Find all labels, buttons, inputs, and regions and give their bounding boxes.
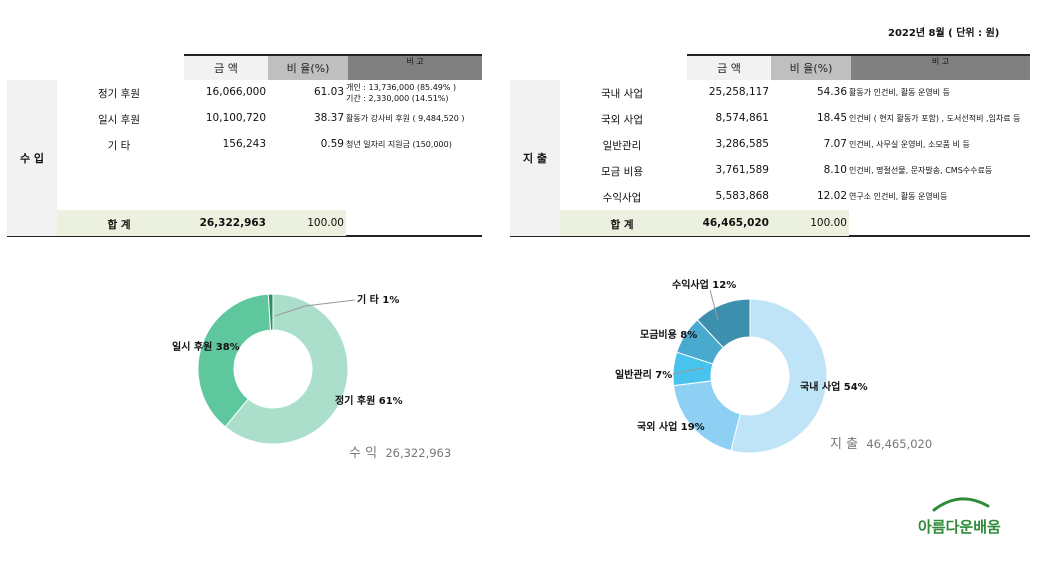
donut-label: 정기 후원 61% <box>335 394 403 407</box>
header-ratio: 비 율(%) <box>268 54 348 80</box>
donut-slice <box>197 293 272 428</box>
donut-slice <box>730 298 828 454</box>
expense-table: 금 액 비 율(%) 비 고 지 출 국내 사업 25,258,117 54.3… <box>510 54 1030 237</box>
expense-row-ratio: 54.36 <box>816 86 847 98</box>
income-row-note: 청년 일자리 지원금 (150,000) <box>346 140 452 149</box>
expense-row-ratio: 18.45 <box>816 112 847 124</box>
income-row-amount: 16,066,000 <box>205 86 266 98</box>
expense-row-label: 모금 비용 <box>601 166 643 178</box>
donut-slice <box>224 293 349 445</box>
header-note: 비 고 <box>851 54 1030 80</box>
donut-label: 모금비용 8% <box>640 328 697 341</box>
income-row-note: 개인 : 13,736,000 (85.49% ) <box>346 83 457 92</box>
expense-row-note: 인건비, 사무실 운영비, 소모품 비 등 <box>849 140 970 149</box>
expense-row-note: 인건비 ( 현지 활동가 포함) , 도서선적비 ,임차료 등 <box>849 114 1021 123</box>
income-row-note: 기간 : 2,330,000 (14.51%) <box>346 94 449 103</box>
expense-donut-chart: 국내 사업 54% 국외 사업 19% 일반관리 7% 모금비용 8% 수익사업 12% <box>615 278 868 454</box>
donut-slice <box>696 298 751 349</box>
expense-chart-summary: 지 출 46,465,020 <box>830 433 932 452</box>
income-summary-label: 수 익 <box>349 446 378 461</box>
income-total-ratio: 100.00 <box>307 217 344 229</box>
expense-row-amount: 8,574,861 <box>715 112 769 124</box>
income-row-label: 일시 후원 <box>98 114 140 126</box>
donut-label: 기 타 1% <box>357 293 399 306</box>
expense-row-ratio: 8.10 <box>823 164 847 176</box>
income-side-label: 수 입 <box>7 80 57 236</box>
expense-row-label: 국내 사업 <box>601 88 643 100</box>
expense-total-amount: 46,465,020 <box>702 217 769 229</box>
income-row-ratio: 61.03 <box>313 86 344 98</box>
expense-row-amount: 25,258,117 <box>708 86 769 98</box>
donut-label: 수익사업 12% <box>672 278 736 291</box>
income-row-amount: 10,100,720 <box>205 112 266 124</box>
income-row-amount: 156,243 <box>222 138 266 150</box>
income-row-label: 기 타 <box>107 140 131 152</box>
income-summary-value: 26,322,963 <box>385 446 452 460</box>
expense-row-note: 활동가 인건비, 활동 운영비 등 <box>849 88 951 97</box>
donut-label: 국외 사업 19% <box>637 420 705 433</box>
income-row-ratio: 38.37 <box>313 112 344 124</box>
expense-row-amount: 3,761,589 <box>715 164 769 176</box>
expense-row-ratio: 12.02 <box>816 190 847 202</box>
income-table: 금 액 비 율(%) 비 고 수 입 정기 후원 16,066,000 61.0… <box>7 54 482 237</box>
expense-row-amount: 3,286,585 <box>715 138 769 150</box>
header-note: 비 고 <box>348 54 482 80</box>
expense-row-label: 국외 사업 <box>601 114 643 126</box>
income-row-label: 정기 후원 <box>98 88 140 100</box>
header-amount: 금 액 <box>687 54 771 80</box>
income-row-ratio: 0.59 <box>320 138 344 150</box>
income-total-label: 합 계 <box>107 219 131 231</box>
logo-text: 아름다운배움 <box>918 518 1001 536</box>
donut-label: 일반관리 7% <box>615 368 672 381</box>
income-total-amount: 26,322,963 <box>199 217 266 229</box>
organization-logo: 아름다운배움 <box>918 497 1001 536</box>
expense-row-ratio: 7.07 <box>823 138 847 150</box>
income-total-row <box>57 210 346 236</box>
expense-row-note: 연구소 인건비, 활동 운영비등 <box>849 192 948 201</box>
expense-row-label: 일반관리 <box>602 140 642 152</box>
leader-line <box>672 367 705 375</box>
header-ratio: 비 율(%) <box>771 54 851 80</box>
period-label: 2022년 8월 ( 단위 : 원) <box>888 28 1000 39</box>
leader-line <box>709 289 719 321</box>
expense-total-label: 합 계 <box>610 219 634 231</box>
expense-side-label: 지 출 <box>510 80 560 236</box>
expense-row-note: 인건비, 명절선물, 문자발송, CMS수수료등 <box>849 166 993 175</box>
expense-summary-label: 지 출 <box>830 437 859 452</box>
header-amount: 금 액 <box>184 54 268 80</box>
income-row-note: 활동가 강사비 후원 ( 9,484,520 ) <box>346 114 465 123</box>
income-chart-summary: 수 익 26,322,963 <box>349 442 451 461</box>
leader-line <box>274 299 356 317</box>
expense-summary-value: 46,465,020 <box>866 437 933 451</box>
expense-total-ratio: 100.00 <box>810 217 847 229</box>
expense-row-amount: 5,583,868 <box>715 190 769 202</box>
donut-slice <box>267 293 274 331</box>
donut-label: 일시 후원 38% <box>172 340 240 353</box>
donut-slice <box>673 380 741 452</box>
expense-row-label: 수익사업 <box>602 192 642 204</box>
income-donut-chart: 정기 후원 61% 일시 후원 38% 기 타 1% <box>172 293 403 445</box>
donut-label: 국내 사업 54% <box>800 380 868 393</box>
expense-total-row <box>560 210 849 236</box>
